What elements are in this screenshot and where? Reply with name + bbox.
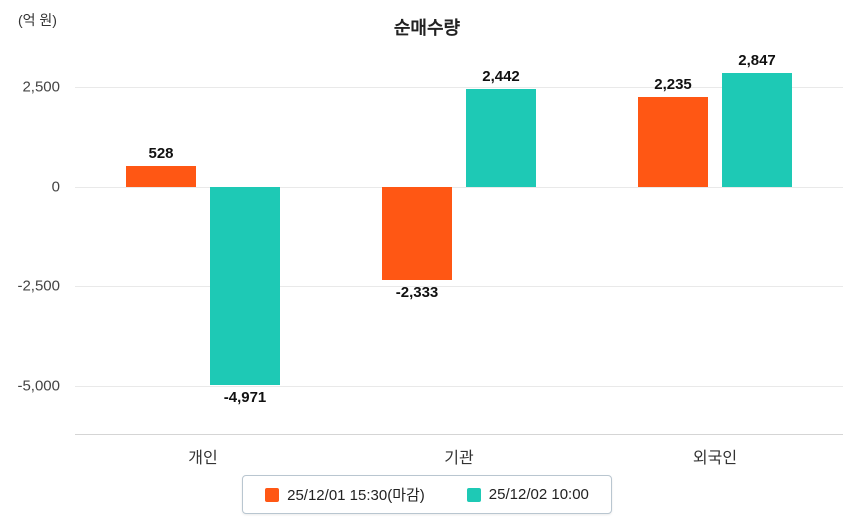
legend-label-series-1: 25/12/02 10:00 <box>488 486 589 503</box>
legend-item-series-0[interactable]: 25/12/01 15:30(마감) <box>265 484 425 505</box>
gridline <box>75 186 843 188</box>
bar-s0-g2[interactable] <box>638 97 708 187</box>
legend-item-series-1[interactable]: 25/12/02 10:00 <box>466 486 589 503</box>
y-tick-label: -5,000 <box>17 377 60 395</box>
bar-value-label: 2,847 <box>738 52 776 70</box>
gridline <box>75 86 843 88</box>
bar-s0-g1[interactable] <box>382 186 452 280</box>
y-tick-label: 0 <box>51 178 60 196</box>
y-axis: 2,500 0 -2,500 -5,000 <box>0 55 64 435</box>
bar-value-label: -2,333 <box>395 283 439 301</box>
y-axis-unit-label: (억 원) <box>18 12 57 28</box>
bar-value-label: -4,971 <box>223 388 267 406</box>
bar-s1-g1[interactable] <box>466 89 536 187</box>
chart-title: 순매수량 <box>393 18 461 38</box>
legend-swatch-0 <box>265 487 280 502</box>
plot-area: 528 -2,333 2,235 -4,971 2,442 2,847 <box>75 52 843 435</box>
x-axis-labels: 개인 기관 외국인 <box>75 444 843 468</box>
y-tick-label: -2,500 <box>17 277 60 295</box>
bar-s1-g2[interactable] <box>722 73 792 187</box>
gridline <box>75 386 843 388</box>
bar-value-label: 2,442 <box>482 68 520 86</box>
x-label-institution: 기관 <box>444 450 474 467</box>
legend-label-series-0: 25/12/01 15:30(마감) <box>287 487 425 504</box>
bar-s0-g0[interactable] <box>126 165 196 187</box>
legend-swatch-1 <box>466 487 481 502</box>
legend: 25/12/01 15:30(마감) 25/12/02 10:00 <box>0 475 854 514</box>
gridline <box>75 286 843 288</box>
x-label-individual: 개인 <box>188 450 218 467</box>
bar-value-label: 528 <box>148 144 174 162</box>
y-tick-label: 2,500 <box>22 78 60 96</box>
x-label-foreigner: 외국인 <box>692 450 738 467</box>
legend-box: 25/12/01 15:30(마감) 25/12/02 10:00 <box>242 475 612 514</box>
bar-value-label: 2,235 <box>654 76 692 94</box>
bar-s1-g0[interactable] <box>210 186 280 385</box>
